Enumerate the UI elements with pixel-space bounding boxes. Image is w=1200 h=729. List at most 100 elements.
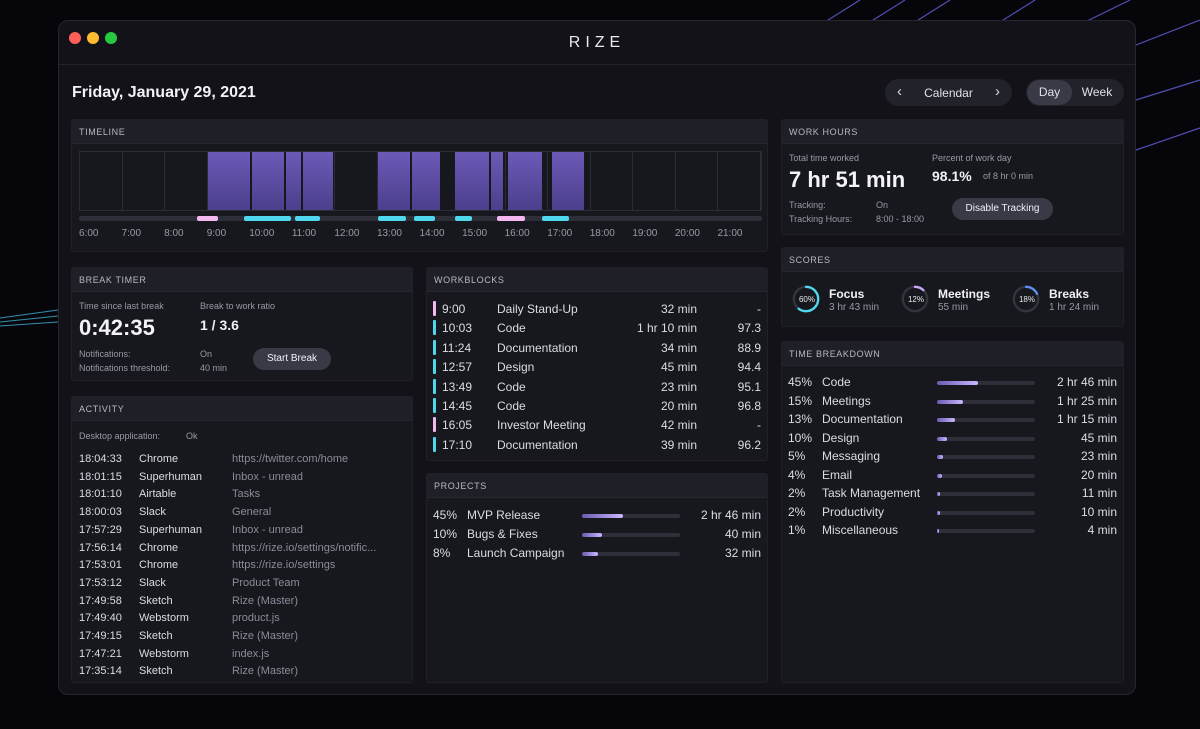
breakdown-row[interactable]: 5% Messaging 23 min [782,449,1123,467]
timeline-hour-label: 9:00 [206,228,227,239]
workblock-time: 12:57 [442,360,473,375]
score-ring [792,285,820,313]
workblock-row[interactable]: 14:45 Code 20 min 96.8 [427,398,767,416]
workblock-row[interactable]: 10:03 Code 1 hr 10 min 97.3 [427,320,767,338]
project-duration: 2 hr 46 min [700,508,761,522]
breakdown-row[interactable]: 15% Meetings 1 hr 25 min [782,394,1123,412]
activity-row[interactable]: 17:53:01 Chrome https://rize.io/settings [72,559,412,576]
zoom-window-button[interactable] [105,32,117,44]
chevron-left-icon[interactable]: ‹ [897,83,902,100]
score-value: 55 min [938,302,969,313]
project-row[interactable]: 8% Launch Campaign 32 min [427,546,767,564]
total-worked-label: Total time worked [789,153,860,163]
breakdown-bar-fill [937,436,947,441]
activity-row[interactable]: 18:01:15 Superhuman Inbox - unread [72,471,412,488]
workblock-color-bar [433,378,436,394]
breakdown-row[interactable]: 2% Task Management 11 min [782,486,1123,504]
workblock-name: Documentation [497,437,578,452]
workblocks-heading: WORKBLOCKS [427,268,767,292]
tab-day[interactable]: Day [1027,80,1072,105]
timeline-workblock-marker[interactable] [454,216,472,221]
timeline-activity-block[interactable] [303,152,334,210]
breakdown-row[interactable]: 4% Email 20 min [782,468,1123,486]
breakdown-bar [937,436,1035,441]
activity-row[interactable]: 17:49:58 Sketch Rize (Master) [72,595,412,612]
activity-row[interactable]: 18:04:33 Chrome https://twitter.com/home [72,453,412,470]
workblock-row[interactable]: 11:24 Documentation 34 min 88.9 [427,339,767,358]
activity-row[interactable]: 18:00:03 Slack General [72,506,412,523]
activity-app: Chrome [139,559,179,572]
timeline-activity-block[interactable] [377,152,410,210]
breakdown-duration: 1 hr 25 min [1056,393,1117,408]
breakdown-row[interactable]: 13% Documentation 1 hr 15 min [782,412,1123,430]
score-item[interactable]: 60% Focus 3 hr 43 min [791,284,896,318]
activity-app: Sketch [139,630,173,642]
breakdown-name: Task Management [822,486,921,500]
timeline-activity-block[interactable] [552,152,585,210]
workblock-row[interactable]: 17:10 Documentation 39 min 96.2 [427,436,767,455]
score-name: Meetings [938,287,991,301]
activity-row[interactable]: 17:53:12 Slack Product Team [72,577,412,594]
timeline-workblock-marker[interactable] [541,216,570,221]
score-percent: 18% [1018,295,1035,304]
timeline-workblock-marker[interactable] [243,216,291,221]
percent-day-label: Percent of work day [932,153,1012,163]
breakdown-percent: 2% [788,504,806,519]
workblock-row[interactable]: 13:49 Code 23 min 95.1 [427,378,767,397]
timeline-workblock-marker[interactable] [377,216,406,221]
breakdown-duration: 23 min [1080,449,1117,463]
timeline-grid[interactable] [79,151,762,211]
close-window-button[interactable] [69,32,81,44]
timeline-workblock-marker[interactable] [294,216,321,221]
activity-panel: ACTIVITY Desktop application: Ok 18:04:3… [71,396,413,683]
score-item[interactable]: 18% Breaks 1 hr 24 min [1011,284,1116,318]
title-bar: RIZE [59,21,1135,65]
score-item[interactable]: 12% Meetings 55 min [900,284,1005,318]
project-percent: 8% [433,546,451,560]
tracking-value: On [876,200,889,210]
app-title: RIZE [568,34,626,51]
breakdown-row[interactable]: 1% Miscellaneous 4 min [782,523,1123,541]
activity-row[interactable]: 17:57:29 Superhuman Inbox - unread [72,524,412,541]
activity-row[interactable]: 18:01:10 Airtable Tasks [72,488,412,505]
activity-row[interactable]: 17:56:14 Chrome https://rize.io/settings/n… [72,542,412,559]
disable-tracking-button[interactable]: Disable Tracking [952,198,1053,220]
timeline-activity-block[interactable] [252,152,285,210]
app-window: RIZE Friday, January 29, 2021 ‹ Calendar… [58,20,1136,695]
breakdown-row[interactable]: 2% Productivity 10 min [782,505,1123,523]
workblock-row[interactable]: 12:57 Design 45 min 94.4 [427,359,767,377]
breakdown-duration: 10 min [1080,504,1117,519]
breakdown-bar [937,492,1035,496]
activity-row[interactable]: 17:35:14 Sketch Rize (Master) [72,665,412,682]
timeline-workblock-marker[interactable] [497,216,525,221]
activity-detail: https://rize.io/settings/notific... [232,541,377,554]
score-ring [901,285,929,313]
calendar-button[interactable]: Calendar [924,86,973,100]
workblock-row[interactable]: 16:05 Investor Meeting 42 min - [427,417,767,435]
breakdown-row[interactable]: 45% Code 2 hr 46 min [782,375,1123,393]
timeline-activity-block[interactable] [454,152,489,210]
workblock-row[interactable]: 9:00 Daily Stand-Up 32 min - [427,301,767,319]
start-break-button[interactable]: Start Break [253,348,331,370]
activity-time: 18:01:15 [79,470,122,483]
timeline-activity-block[interactable] [507,152,542,210]
tab-week[interactable]: Week [1081,85,1113,99]
timeline-workblock-marker[interactable] [197,216,219,221]
breakdown-row[interactable]: 10% Design 45 min [782,431,1123,449]
activity-row[interactable]: 17:49:40 Webstorm product.js [72,612,412,629]
project-row[interactable]: 10% Bugs & Fixes 40 min [427,527,767,545]
workblock-time: 9:00 [442,302,466,316]
notifications-value: On [200,349,213,359]
timeline-activity-block[interactable] [286,152,302,210]
project-row[interactable]: 45% MVP Release 2 hr 46 min [427,508,767,526]
timeline-workblock-marker[interactable] [414,216,436,221]
timeline-activity-block[interactable] [207,152,251,210]
minimize-window-button[interactable] [87,32,99,44]
activity-row[interactable]: 17:49:15 Sketch Rize (Master) [72,630,412,647]
projects-heading: PROJECTS [427,474,767,498]
chevron-right-icon[interactable]: › [995,83,1000,100]
timeline-activity-block[interactable] [490,152,504,210]
timeline-activity-block[interactable] [411,152,440,210]
activity-row[interactable]: 17:47:21 Webstorm index.js [72,648,412,665]
workblock-time: 11:24 [442,340,472,355]
